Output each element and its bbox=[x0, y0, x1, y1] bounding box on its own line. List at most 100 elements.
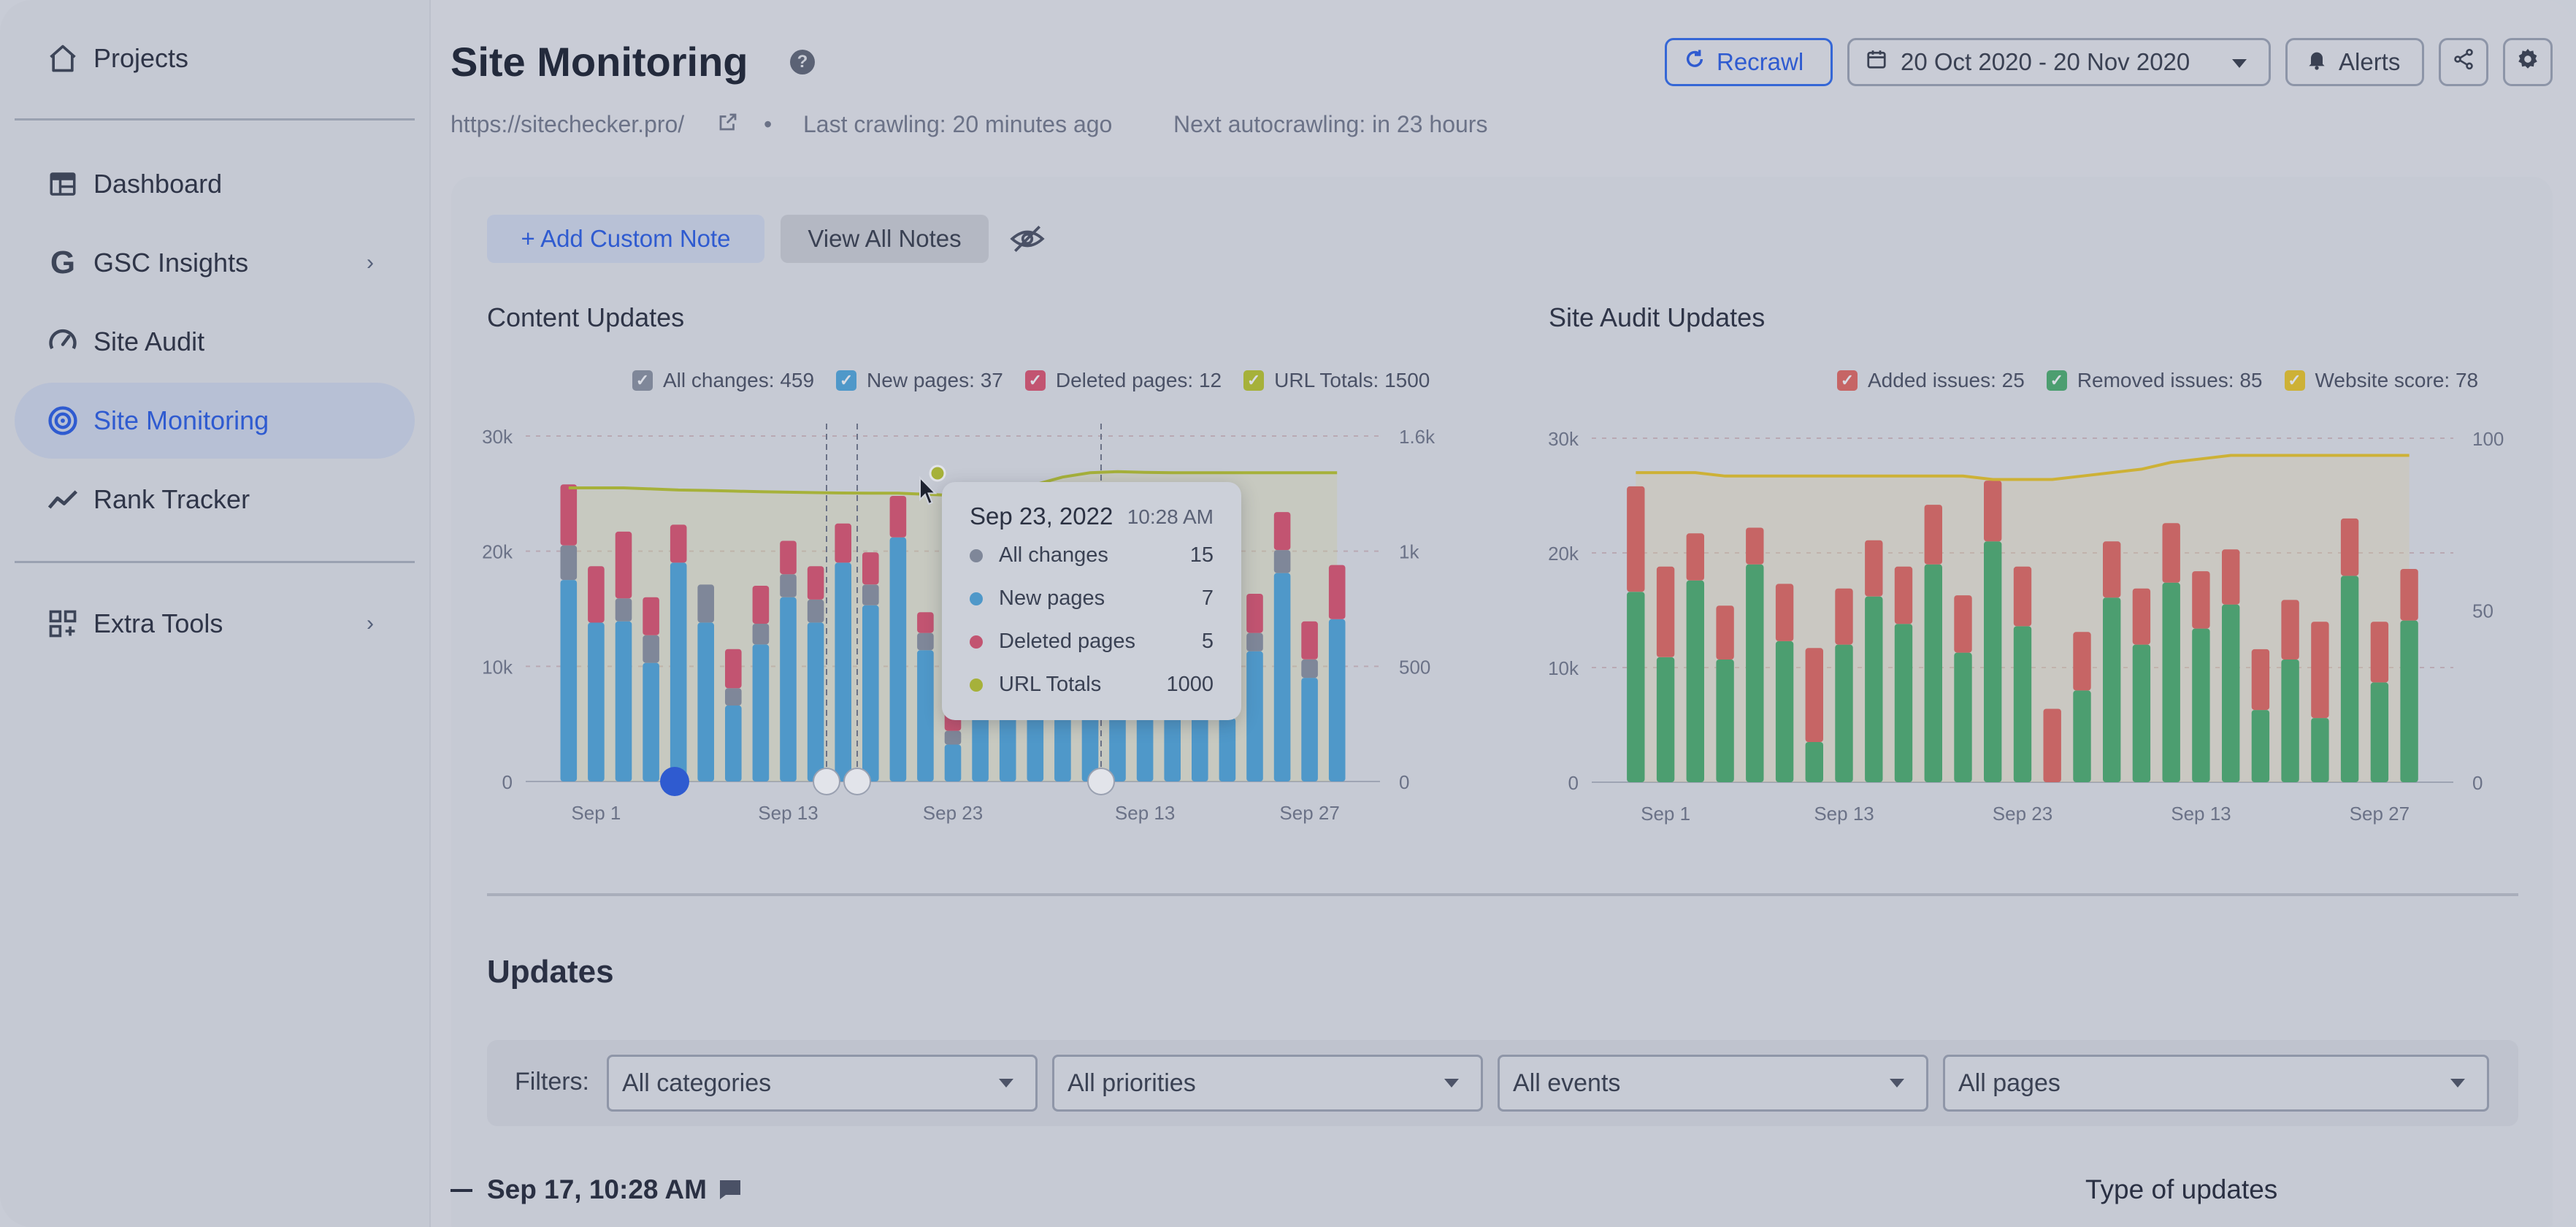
bar-segment bbox=[2281, 660, 2299, 782]
sidebar-item-label: Extra Tools bbox=[93, 608, 223, 638]
pages-select[interactable]: All pages bbox=[1943, 1055, 2489, 1112]
comment-icon[interactable] bbox=[718, 1179, 742, 1204]
bar-segment bbox=[1984, 481, 2002, 542]
bar-segment bbox=[2162, 582, 2180, 782]
help-icon[interactable]: ? bbox=[790, 50, 815, 74]
sidebar-item-extra-tools[interactable]: Extra Tools › bbox=[15, 586, 415, 662]
checkbox-icon: ✓ bbox=[1243, 370, 1265, 391]
y2-tick-label: 0 bbox=[1399, 771, 1409, 793]
share-icon bbox=[2452, 47, 2475, 77]
series-dot bbox=[970, 635, 983, 649]
bar-segment bbox=[1246, 594, 1263, 633]
y2-tick-label: 0 bbox=[2472, 772, 2483, 794]
site-audit-updates-title: Site Audit Updates bbox=[1549, 302, 1766, 332]
caret-down-icon bbox=[2450, 1079, 2465, 1088]
alerts-button[interactable]: Alerts bbox=[2285, 38, 2424, 86]
note-marker bbox=[1087, 768, 1115, 795]
bar-segment bbox=[1328, 565, 1346, 619]
bar-segment bbox=[2222, 604, 2240, 782]
settings-button[interactable] bbox=[2503, 38, 2553, 86]
monitoring-icon bbox=[45, 403, 80, 438]
y-tick-label: 30k bbox=[482, 426, 513, 448]
category-select[interactable]: All categories bbox=[607, 1055, 1038, 1112]
sidebar-item-site-monitoring[interactable]: Site Monitoring bbox=[15, 383, 415, 459]
legend-label: All changes: 459 bbox=[663, 369, 815, 391]
bar-segment bbox=[1246, 651, 1263, 781]
legend-all-changes[interactable]: ✓ All changes: 459 bbox=[632, 369, 814, 392]
legend-website-score[interactable]: ✓ Website score: 78 bbox=[2284, 369, 2478, 392]
event-select[interactable]: All events bbox=[1498, 1055, 1928, 1112]
bar-segment bbox=[2222, 549, 2240, 605]
bar-segment bbox=[917, 650, 934, 781]
external-link-icon[interactable] bbox=[717, 111, 739, 137]
y2-tick-label: 1.6k bbox=[1399, 426, 1435, 448]
section-divider bbox=[487, 893, 2518, 896]
bar-segment bbox=[2192, 628, 2210, 782]
separator-bullet: • bbox=[764, 111, 773, 137]
bar-segment bbox=[1627, 592, 1645, 782]
bar-segment bbox=[780, 574, 797, 597]
bar-segment bbox=[1835, 644, 1853, 782]
x-tick-label: Sep 23 bbox=[1993, 803, 2052, 825]
bar-segment bbox=[1273, 512, 1291, 551]
checkbox-icon: ✓ bbox=[2284, 370, 2305, 391]
sidebar-item-dashboard[interactable]: Dashboard bbox=[15, 146, 415, 222]
legend-removed-issues[interactable]: ✓ Removed issues: 85 bbox=[2046, 369, 2263, 392]
google-icon: G bbox=[50, 245, 76, 280]
bar-segment bbox=[1686, 580, 1704, 782]
legend-label: URL Totals: 1500 bbox=[1274, 369, 1430, 391]
legend-deleted-pages[interactable]: ✓ Deleted pages: 12 bbox=[1024, 369, 1222, 392]
tooltip-value: 7 bbox=[1201, 586, 1214, 610]
view-all-notes-button[interactable]: View All Notes bbox=[781, 215, 989, 263]
bar-segment bbox=[2103, 541, 2121, 598]
tooltip-row-new-pages: New pages 7 bbox=[970, 586, 1214, 611]
bar-segment bbox=[560, 580, 578, 781]
sidebar-item-site-audit[interactable]: Site Audit bbox=[15, 304, 415, 380]
sidebar-item-gsc-insights[interactable]: G GSC Insights › bbox=[15, 225, 415, 301]
bar-segment bbox=[917, 612, 934, 633]
collapse-icon[interactable] bbox=[451, 1189, 472, 1192]
add-custom-note-button[interactable]: + Add Custom Note bbox=[487, 215, 764, 263]
site-url-link[interactable]: https://sitechecker.pro/ bbox=[451, 111, 685, 137]
legend-url-totals[interactable]: ✓ URL Totals: 1500 bbox=[1243, 369, 1430, 392]
content-legend: ✓ All changes: 459 ✓ New pages: 37 ✓ Delete… bbox=[632, 369, 1452, 392]
date-range-select[interactable]: 20 Oct 2020 - 20 Nov 2020 bbox=[1847, 38, 2271, 86]
bar-segment bbox=[1805, 742, 1823, 782]
sidebar-item-projects[interactable]: Projects bbox=[15, 20, 415, 96]
tooltip-row-all-changes: All changes 15 bbox=[970, 543, 1214, 567]
tooltip-row-url-totals: URL Totals 1000 bbox=[970, 673, 1214, 697]
bar-segment bbox=[2132, 644, 2151, 782]
bar-segment bbox=[2251, 649, 2270, 711]
bar-segment bbox=[1219, 718, 1236, 781]
bar-segment bbox=[2043, 708, 2061, 782]
bar-segment bbox=[2073, 632, 2091, 691]
select-value: All priorities bbox=[1067, 1069, 1196, 1097]
speedometer-icon bbox=[45, 324, 80, 359]
sidebar-item-rank-tracker[interactable]: Rank Tracker bbox=[15, 462, 415, 538]
y-tick-label: 20k bbox=[482, 541, 513, 563]
tooltip-row-deleted-pages: Deleted pages 5 bbox=[970, 630, 1214, 654]
priority-select[interactable]: All priorities bbox=[1052, 1055, 1483, 1112]
bar-segment bbox=[615, 598, 632, 622]
bar-segment bbox=[588, 622, 605, 781]
legend-added-issues[interactable]: ✓ Added issues: 25 bbox=[1837, 369, 2025, 392]
apps-plus-icon bbox=[45, 606, 80, 641]
recrawl-button[interactable]: Recrawl bbox=[1665, 38, 1833, 86]
sidebar-item-label: Dashboard bbox=[93, 169, 223, 199]
bar-segment bbox=[697, 584, 714, 623]
note-marker bbox=[813, 768, 840, 795]
share-button[interactable] bbox=[2439, 38, 2488, 86]
chart-tooltip: Sep 23, 2022 10:28 AM All changes 15 New … bbox=[942, 482, 1241, 720]
calendar-icon bbox=[1866, 48, 1887, 76]
bar-segment bbox=[944, 730, 962, 745]
bar-segment bbox=[1656, 566, 1675, 657]
date-range-value: 20 Oct 2020 - 20 Nov 2020 bbox=[1901, 48, 2190, 75]
eye-off-icon[interactable] bbox=[1009, 223, 1046, 258]
mouse-cursor-icon bbox=[919, 475, 939, 511]
y-tick-label: 30k bbox=[1548, 428, 1579, 450]
x-tick-label: Sep 13 bbox=[2171, 803, 2231, 825]
bar-segment bbox=[1894, 566, 1913, 624]
page-title: Site Monitoring bbox=[451, 39, 748, 85]
legend-new-pages[interactable]: ✓ New pages: 37 bbox=[836, 369, 1003, 392]
tooltip-label: All changes bbox=[999, 543, 1108, 567]
